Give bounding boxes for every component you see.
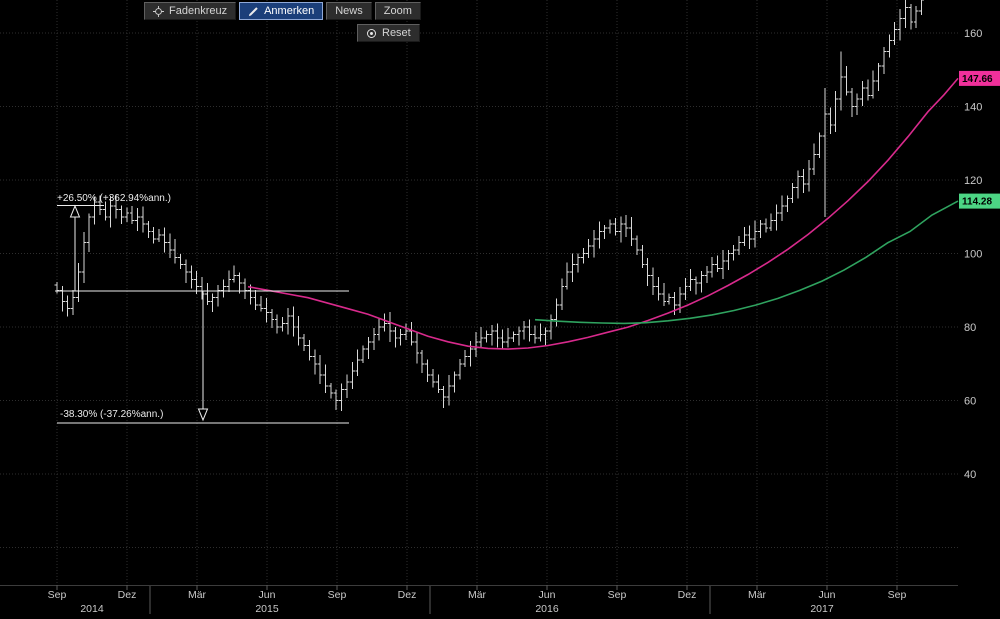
y-axis-label: 100: [964, 249, 982, 261]
y-axis-label: 60: [964, 396, 976, 408]
crosshair-icon: [153, 5, 164, 17]
anmerken-button[interactable]: Anmerken: [239, 2, 324, 20]
x-axis-month-label: Sep: [328, 589, 347, 601]
ma-pink-line: [247, 77, 959, 350]
ma-pink-price-tag-label: 147.66: [962, 74, 993, 85]
y-axis-label: 80: [964, 322, 976, 334]
reset-label: Reset: [382, 27, 411, 39]
fadenkreuz-label: Fadenkreuz: [169, 5, 228, 17]
x-axis-month-label: Sep: [48, 589, 67, 601]
x-axis-month-label: Sep: [608, 589, 627, 601]
x-axis-month-label: Sep: [888, 589, 907, 601]
fadenkreuz-button[interactable]: Fadenkreuz: [144, 2, 237, 20]
up-arrowhead-icon: [69, 204, 81, 218]
x-axis-month-label: Dez: [118, 589, 137, 601]
ma-pink-price-tag: [959, 70, 1000, 86]
y-axis-label: 140: [964, 102, 982, 114]
x-axis-month-label: Jun: [819, 589, 836, 601]
anmerken-label: Anmerken: [264, 5, 315, 17]
x-axis-month-label: Mär: [188, 589, 207, 601]
x-axis-month-label: Dez: [678, 589, 697, 601]
ohlc-bars: [54, 0, 924, 411]
x-axis-year-label: 2015: [255, 603, 279, 615]
news-label: News: [335, 5, 363, 17]
down-measure-label: -38.30% (-37.26%ann.): [60, 409, 163, 420]
y-axis-label: 120: [964, 175, 982, 187]
reset-button[interactable]: Reset: [357, 24, 420, 42]
y-axis-label: 40: [964, 469, 976, 481]
chart-toolbar: Fadenkreuz Anmerken News Zoom: [144, 2, 421, 20]
up-measure-label: +26.50% (+362.94%ann.): [57, 193, 171, 204]
pencil-icon: [249, 6, 258, 16]
news-button[interactable]: News: [326, 2, 372, 20]
x-axis-year-label: 2017: [810, 603, 834, 615]
zoom-button[interactable]: Zoom: [374, 2, 421, 20]
zoom-label: Zoom: [383, 5, 412, 17]
x-axis-month-label: Jun: [259, 589, 276, 601]
x-axis-month-label: Mär: [748, 589, 767, 601]
down-arrowhead-icon: [197, 408, 209, 422]
target-icon: [367, 28, 376, 38]
y-axis-label: 160: [964, 28, 982, 40]
ma-green-price-tag-label: 114.28: [962, 197, 992, 208]
ma-green-price-tag: [959, 193, 1000, 209]
x-axis-month-label: Dez: [398, 589, 417, 601]
x-axis-year-label: 2014: [80, 603, 104, 615]
x-axis-year-label: 2016: [535, 603, 559, 615]
ma-green-line: [534, 200, 959, 325]
x-axis-month-label: Mär: [468, 589, 487, 601]
x-axis-month-label: Jun: [539, 589, 556, 601]
